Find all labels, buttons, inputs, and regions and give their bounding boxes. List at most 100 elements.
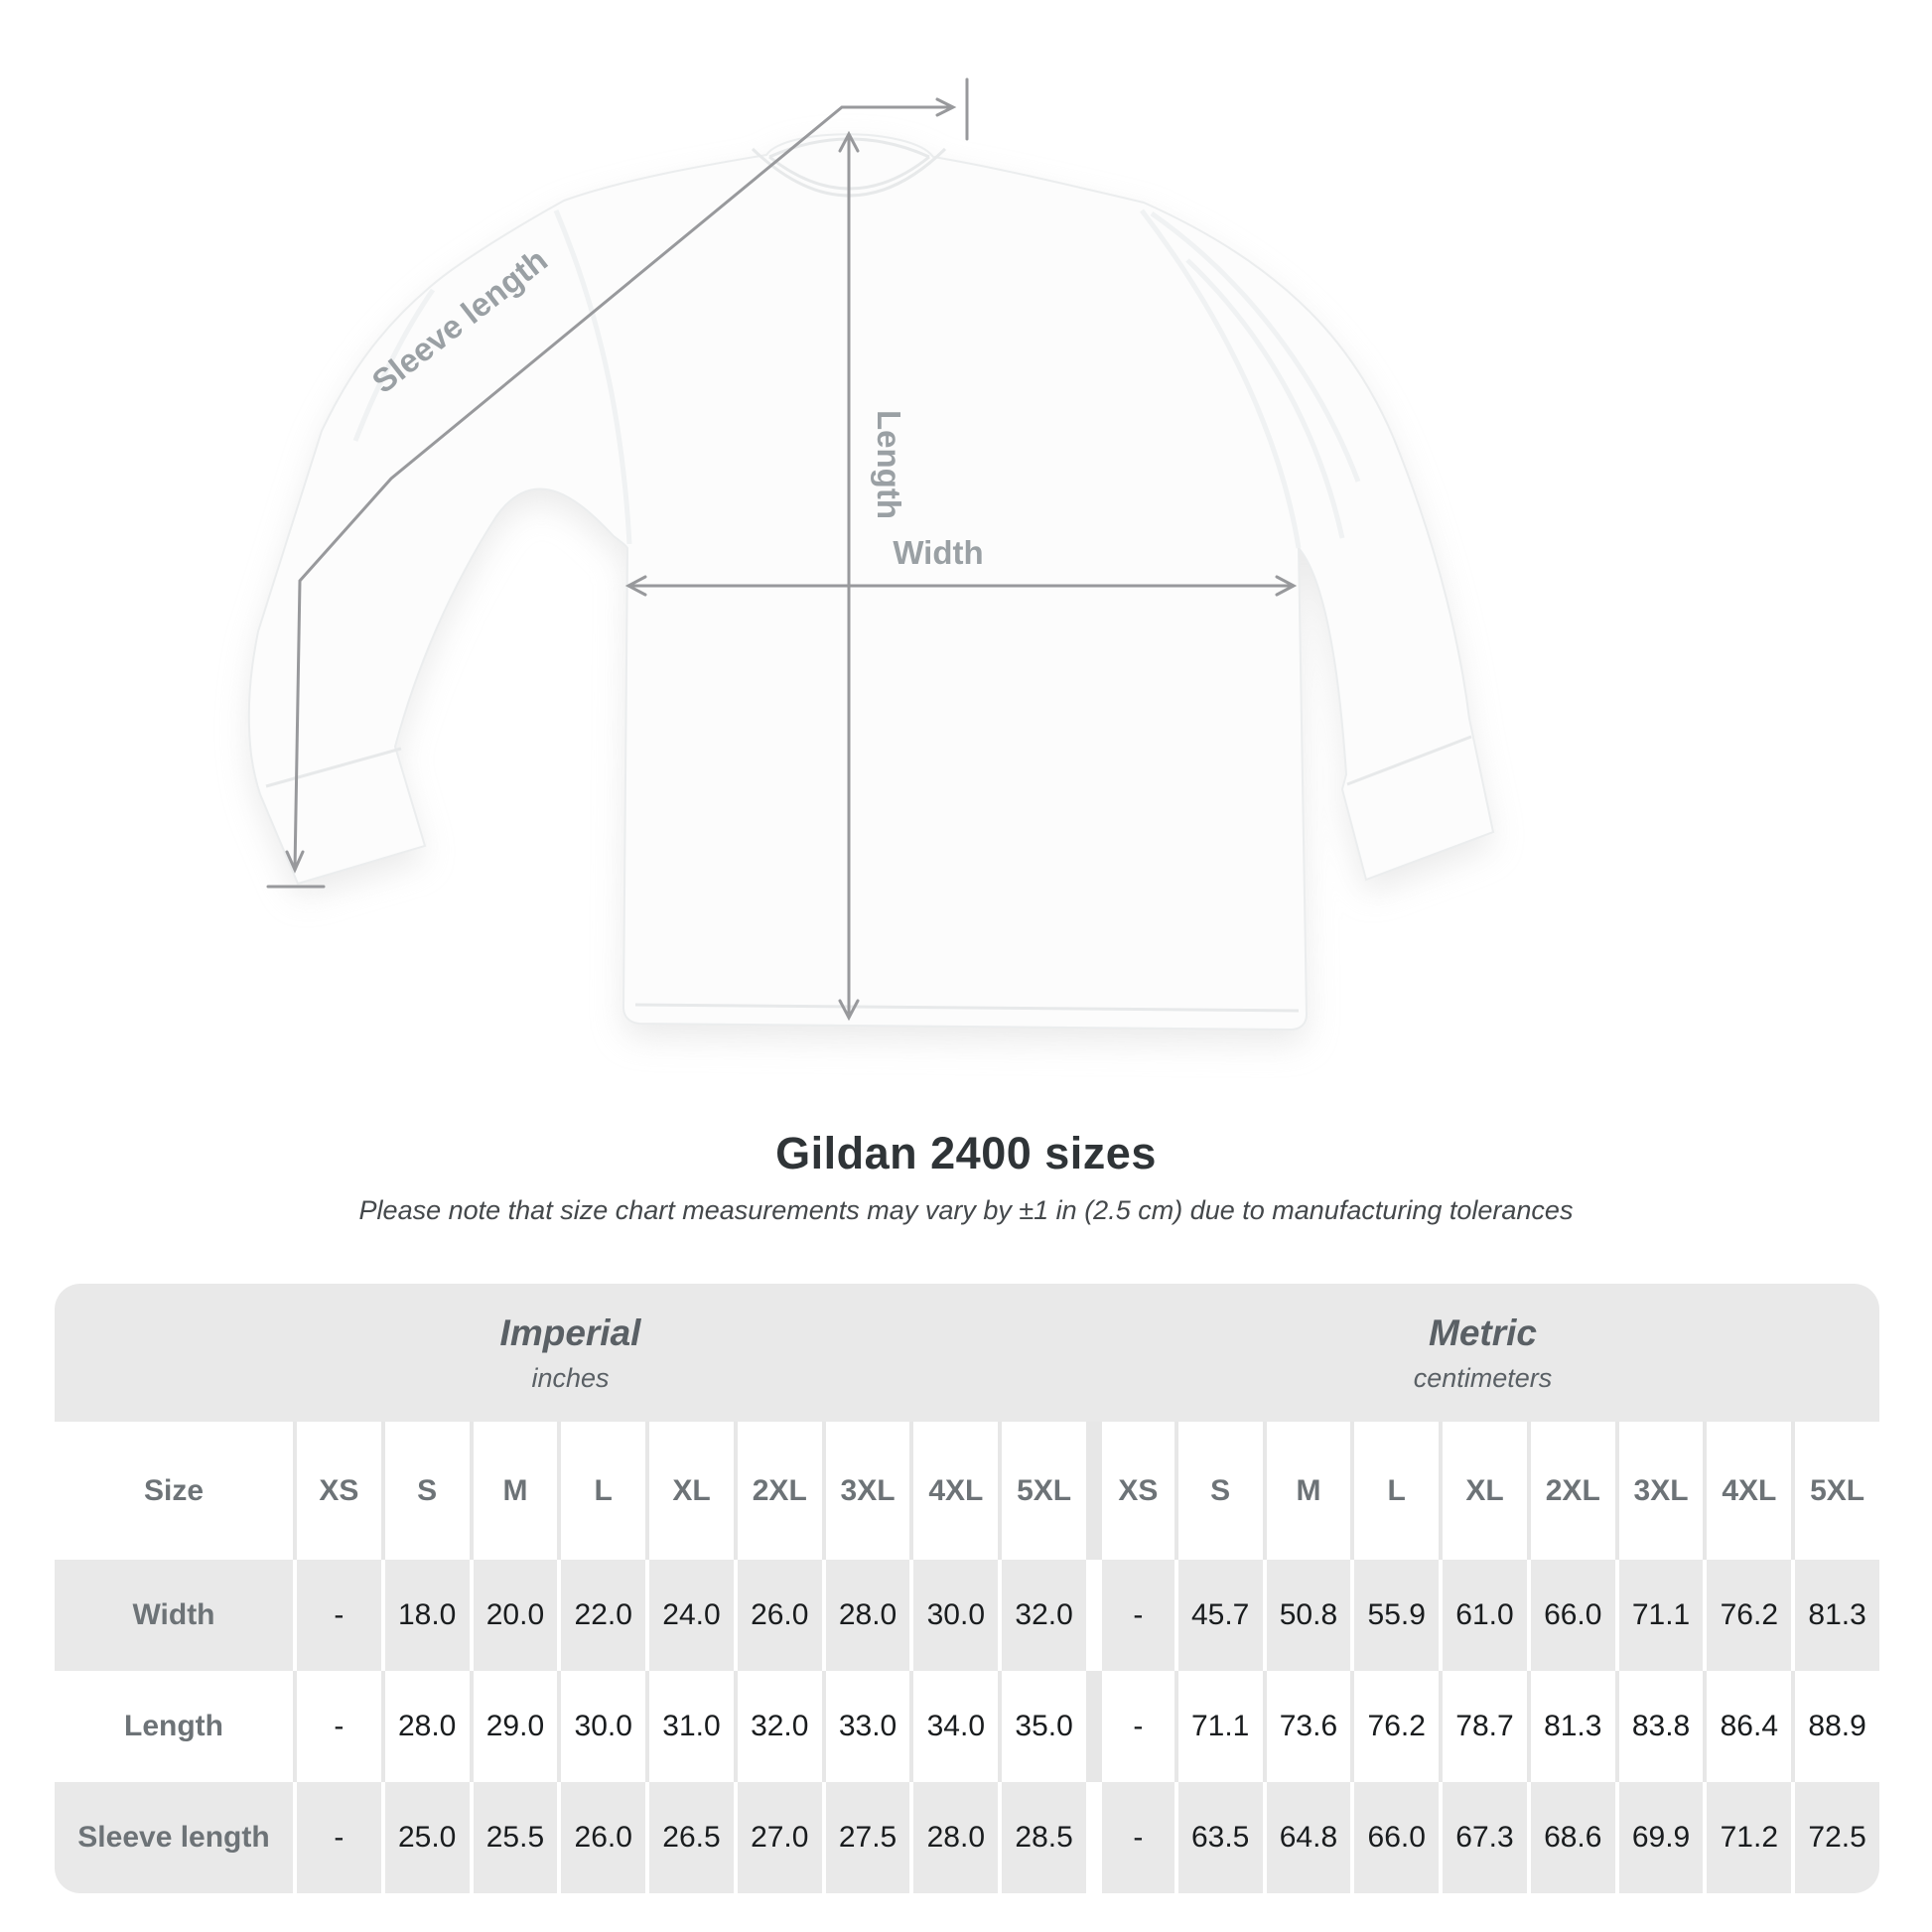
metric-value: 61.0	[1439, 1560, 1527, 1671]
size-grid: Size XS S M L XL 2XL 3XL 4XL 5XL XS S M L XL 2XL 3XL 4XL 5…	[55, 1422, 1879, 1893]
imperial-value: 25.0	[380, 1782, 470, 1893]
metric-value: 72.5	[1791, 1782, 1879, 1893]
metric-value: 67.3	[1439, 1782, 1527, 1893]
imperial-value: 29.0	[469, 1671, 558, 1782]
metric-value: 63.5	[1173, 1782, 1263, 1893]
imperial-value: 27.0	[733, 1782, 822, 1893]
unit-group-metric: Metric centimeters	[1086, 1284, 1879, 1422]
size-table: Imperial inches Metric centimeters Size X…	[55, 1284, 1879, 1893]
width-label: Width	[893, 534, 983, 571]
metric-size-header: L	[1350, 1422, 1440, 1560]
row-label: Length	[55, 1671, 293, 1782]
imperial-size-header: 3XL	[821, 1422, 910, 1560]
imperial-size-header: M	[469, 1422, 558, 1560]
metric-value: 88.9	[1791, 1671, 1879, 1782]
metric-size-header: 3XL	[1614, 1422, 1704, 1560]
unit-band: Imperial inches Metric centimeters	[55, 1284, 1879, 1422]
metric-size-header: 2XL	[1526, 1422, 1615, 1560]
measurement-lines	[266, 77, 1298, 1022]
metric-value: -	[1086, 1671, 1174, 1782]
metric-value: 73.6	[1262, 1671, 1351, 1782]
imperial-subtitle: inches	[531, 1362, 610, 1393]
metric-size-header: XS	[1086, 1422, 1174, 1560]
metric-value: 68.6	[1526, 1782, 1615, 1893]
metric-value: 76.2	[1703, 1560, 1792, 1671]
imperial-value: 34.0	[909, 1671, 999, 1782]
sleeve-length-start-arrowhead	[935, 97, 957, 117]
metric-size-header: XL	[1439, 1422, 1527, 1560]
imperial-size-header: L	[557, 1422, 646, 1560]
metric-title: Metric	[1429, 1311, 1537, 1353]
metric-size-header: 4XL	[1703, 1422, 1792, 1560]
metric-value: 66.0	[1350, 1782, 1440, 1893]
metric-subtitle: centimeters	[1413, 1362, 1553, 1393]
imperial-value: 32.0	[998, 1560, 1086, 1671]
metric-value: 71.1	[1173, 1671, 1263, 1782]
imperial-size-header: 4XL	[909, 1422, 999, 1560]
imperial-value: 32.0	[733, 1671, 822, 1782]
imperial-value: -	[293, 1782, 381, 1893]
metric-value: 69.9	[1614, 1782, 1704, 1893]
imperial-value: 35.0	[998, 1671, 1086, 1782]
metric-size-header: S	[1173, 1422, 1263, 1560]
metric-value: 64.8	[1262, 1782, 1351, 1893]
shirt-detail-lines	[265, 137, 1472, 1013]
imperial-value: 18.0	[380, 1560, 470, 1671]
sleeve-length-arrowhead	[285, 850, 305, 874]
metric-value: 45.7	[1173, 1560, 1263, 1671]
metric-value: 81.3	[1526, 1671, 1615, 1782]
imperial-value: 28.0	[380, 1671, 470, 1782]
length-label: Length	[871, 410, 907, 519]
metric-value: 55.9	[1350, 1560, 1440, 1671]
imperial-value: 20.0	[469, 1560, 558, 1671]
imperial-size-header: 2XL	[733, 1422, 822, 1560]
imperial-value: 33.0	[821, 1671, 910, 1782]
metric-size-header: 5XL	[1791, 1422, 1879, 1560]
shirt-diagram: Sleeve length Length Width	[247, 77, 1495, 1043]
imperial-value: -	[293, 1671, 381, 1782]
imperial-value: 22.0	[557, 1560, 646, 1671]
metric-value: -	[1086, 1782, 1174, 1893]
metric-value: -	[1086, 1560, 1174, 1671]
metric-value: 86.4	[1703, 1671, 1792, 1782]
length-arrowhead-top	[838, 130, 860, 153]
imperial-size-header: XS	[293, 1422, 381, 1560]
imperial-value: 30.0	[909, 1560, 999, 1671]
row-label: Sleeve length	[55, 1782, 293, 1893]
imperial-size-header: XL	[645, 1422, 734, 1560]
imperial-value: 31.0	[645, 1671, 734, 1782]
imperial-value: 24.0	[645, 1560, 734, 1671]
imperial-size-header: S	[380, 1422, 470, 1560]
page-title: Gildan 2400 sizes	[775, 1128, 1157, 1178]
imperial-value: 30.0	[557, 1671, 646, 1782]
imperial-value: 28.0	[909, 1782, 999, 1893]
size-column-header: Size	[55, 1422, 293, 1560]
imperial-title: Imperial	[499, 1311, 641, 1353]
imperial-value: 26.5	[645, 1782, 734, 1893]
length-arrowhead-bottom	[838, 999, 860, 1022]
shirt-fold-lines	[352, 208, 1361, 549]
shirt-diagram-svg: Sleeve length Length Width	[247, 77, 1495, 1043]
shirt-body	[247, 133, 1495, 1032]
metric-value: 71.1	[1614, 1560, 1704, 1671]
imperial-value: -	[293, 1560, 381, 1671]
metric-value: 81.3	[1791, 1560, 1879, 1671]
imperial-value: 27.5	[821, 1782, 910, 1893]
metric-value: 66.0	[1526, 1560, 1615, 1671]
imperial-value: 26.0	[733, 1560, 822, 1671]
sleeve-length-line	[293, 105, 953, 872]
imperial-size-header: 5XL	[998, 1422, 1086, 1560]
imperial-value: 26.0	[557, 1782, 646, 1893]
width-arrowhead-left	[624, 575, 647, 597]
width-arrowhead-right	[1275, 575, 1298, 597]
imperial-value: 25.5	[469, 1782, 558, 1893]
metric-value: 78.7	[1439, 1671, 1527, 1782]
imperial-value: 28.5	[998, 1782, 1086, 1893]
tolerance-note: Please note that size chart measurements…	[358, 1195, 1574, 1225]
row-label: Width	[55, 1560, 293, 1671]
metric-value: 50.8	[1262, 1560, 1351, 1671]
metric-value: 83.8	[1614, 1671, 1704, 1782]
metric-value: 76.2	[1350, 1671, 1440, 1782]
metric-size-header: M	[1262, 1422, 1351, 1560]
unit-group-imperial: Imperial inches	[55, 1284, 1086, 1422]
